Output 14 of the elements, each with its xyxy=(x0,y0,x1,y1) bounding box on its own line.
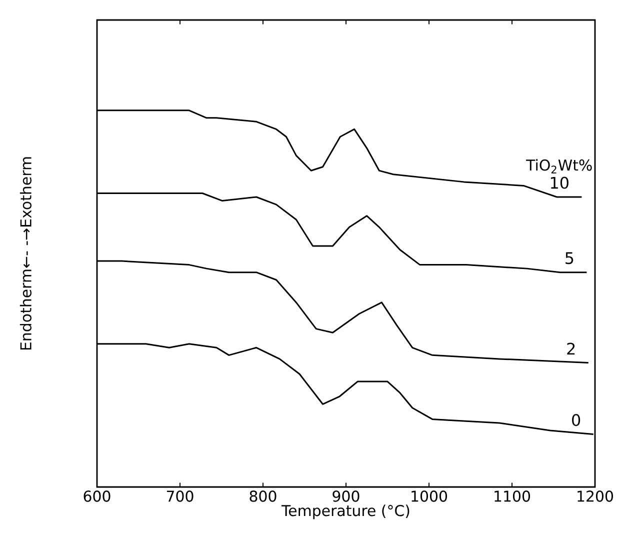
series-label: 0 xyxy=(572,414,580,426)
x-axis-title: Temperature (°C) xyxy=(281,504,410,520)
series-label: 10 xyxy=(550,176,568,189)
x-tick-label: 900 xyxy=(332,490,360,502)
y-axis-title: Endotherm←- -→Exotherm xyxy=(20,157,32,350)
legend-title: TiO$_{2}$Wt% xyxy=(526,159,592,174)
x-tick-label: 800 xyxy=(250,490,276,502)
x-tick-label: 1000 xyxy=(412,490,448,502)
x-tick-label: 1100 xyxy=(494,490,530,502)
x-tick-label: 600 xyxy=(84,490,110,502)
series-label: 5 xyxy=(566,252,574,264)
x-tick-label: 1200 xyxy=(578,490,614,502)
series-label: 2 xyxy=(567,342,575,355)
x-tick-label: 700 xyxy=(166,490,194,502)
